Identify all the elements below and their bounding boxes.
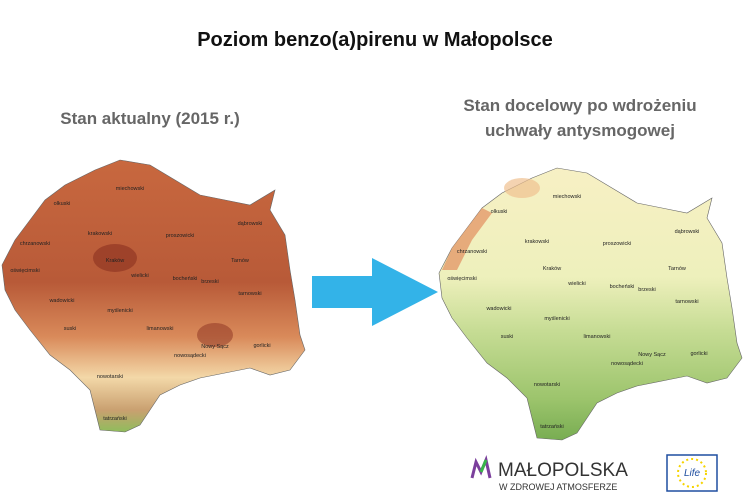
district-label: gorlicki [253,343,270,349]
district-label: limanowski [147,326,174,332]
district-label: myślenicki [107,308,132,314]
district-label: bocheński [610,284,635,290]
district-label: olkuski [54,201,71,207]
district-label: Tarnów [668,266,686,272]
district-label: wielicki [130,273,148,279]
district-label: Kraków [543,266,561,272]
district-label: proszowicki [603,241,631,247]
district-label: wielicki [567,281,585,287]
subtitle: Stan docelowy po wdrożeniu [463,96,696,115]
district-label: Nowy Sącz [638,352,666,358]
district-label: chrzanowski [457,249,487,255]
district-label: nowotarski [97,374,123,380]
district-label: krakowski [88,231,112,237]
district-label: gorlicki [690,351,707,357]
district-label: brzeski [201,279,218,285]
district-label: nowosądecki [174,353,206,359]
district-label: Tarnów [231,258,249,264]
district-label: oświęcimski [10,268,39,274]
district-label: suski [501,334,514,340]
district-label: krakowski [525,239,549,245]
logo-tagline: W ZDROWEJ ATMOSFERZE [499,482,617,492]
district-label: brzeski [638,287,655,293]
logo-text: MAŁOPOLSKA [498,460,628,481]
district-label: tarnowski [675,299,698,305]
district-label: tarnowski [238,291,261,297]
district-label: proszowicki [166,233,194,239]
title: Poziom benzo(a)pirenu w Małopolsce [197,29,553,51]
district-label: miechowski [116,186,144,192]
district-label: miechowski [553,194,581,200]
district-label: olkuski [491,209,508,215]
district-label: dąbrowski [675,229,700,235]
district-label: tatrzański [540,424,564,430]
district-label: nowotarski [534,382,560,388]
logo-malopolska: MAŁOPOLSKA W ZDROWEJ ATMOSFERZE [470,455,628,492]
district-label: bocheński [173,276,198,282]
district-label: myślenicki [544,316,569,322]
map-target: miechowski olkuski krakowski proszowicki dąb… [438,167,743,441]
subtitle: uchwały antysmogowej [485,121,675,140]
district-label: Nowy Sącz [201,344,229,350]
district-label: suski [64,326,77,332]
district-label: Kraków [106,258,124,264]
district-label: dąbrowski [238,221,263,227]
district-label: limanowski [584,334,611,340]
district-label: chrzanowski [20,241,50,247]
district-label: oświęcimski [447,276,476,282]
subtitle: Stan aktualny (2015 r.) [60,109,240,128]
district-label: wadowicki [48,298,74,304]
arrow [312,258,438,326]
map-current: miechowski olkuski krakowski proszowicki dąb… [1,159,306,433]
district-label: tatrzański [103,416,127,422]
logo-life: Life [684,468,701,479]
logo-eu-life: Life [666,454,718,492]
district-label: nowosądecki [611,361,643,367]
district-label: wadowicki [485,306,511,312]
